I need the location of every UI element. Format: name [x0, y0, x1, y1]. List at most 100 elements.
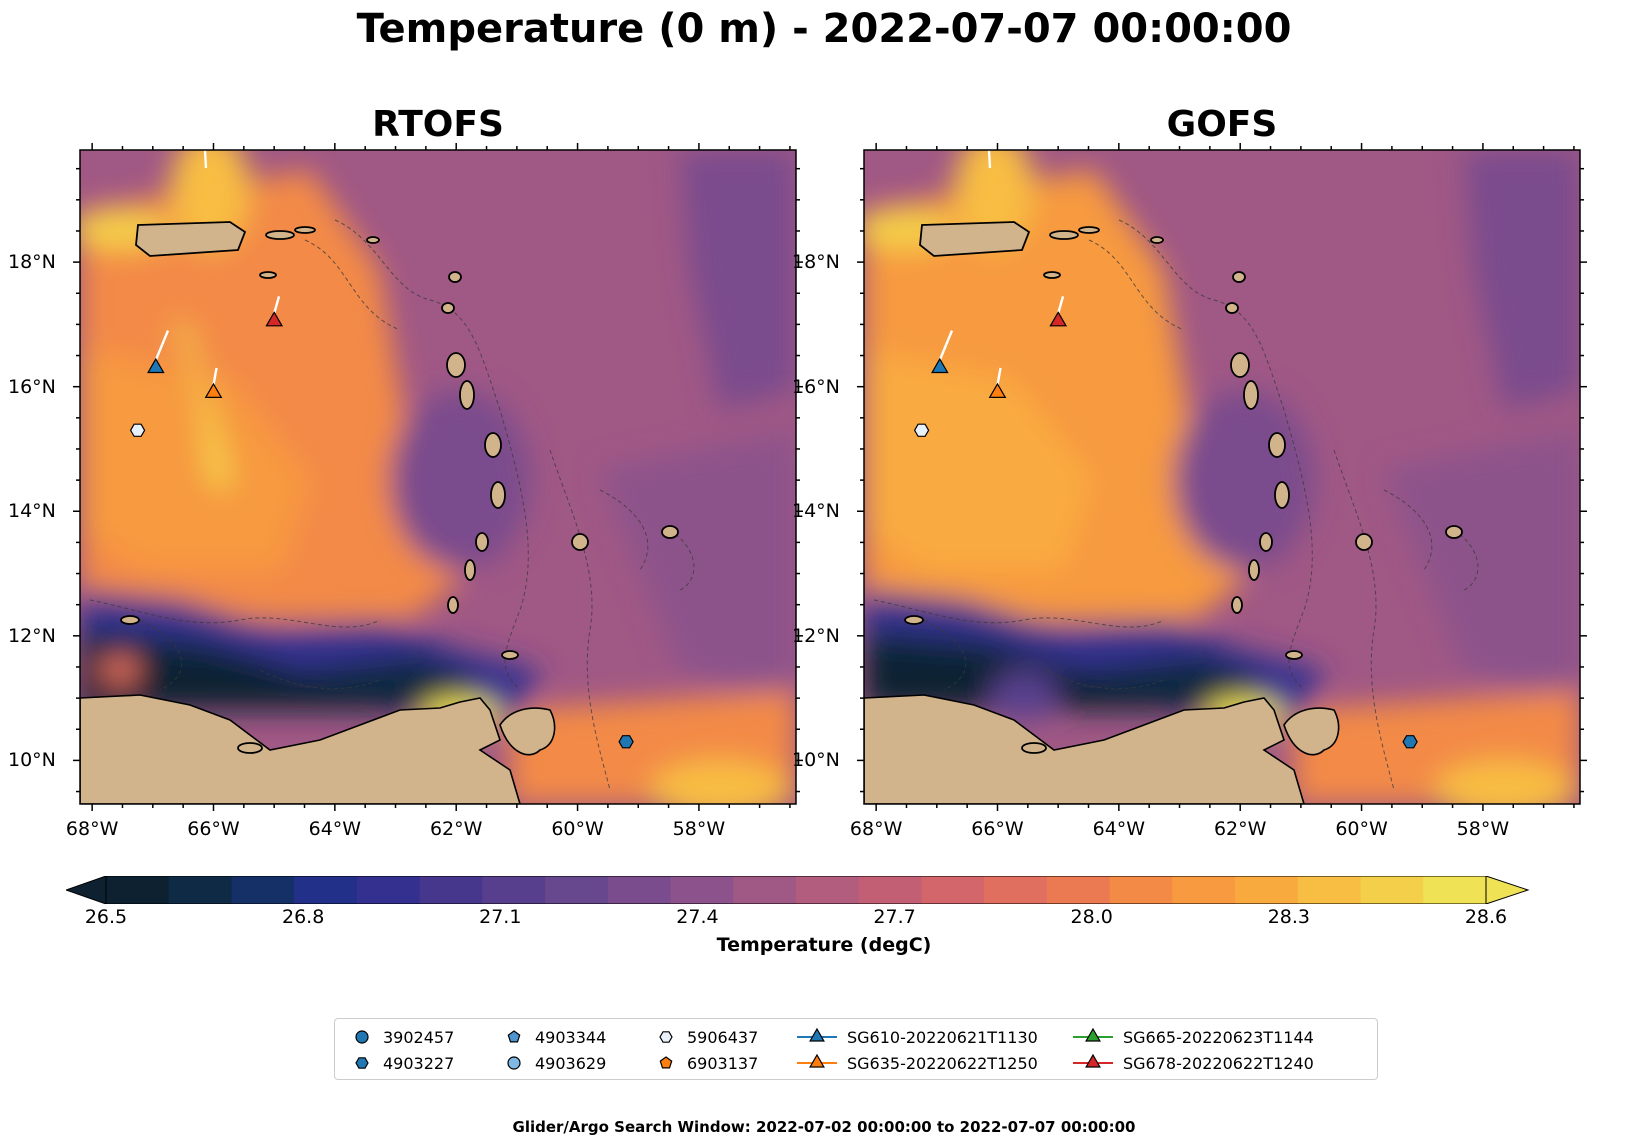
island	[1049, 230, 1079, 240]
colorbar-tick-label: 27.7	[873, 906, 916, 928]
glider-marker	[265, 311, 284, 327]
bathymetry-contour	[89, 599, 381, 628]
bathymetry-contour	[1118, 219, 1313, 691]
colorbar-bin	[482, 876, 546, 904]
island	[1232, 271, 1246, 283]
colorbar-bin	[796, 876, 860, 904]
colorbar-bin	[670, 876, 734, 904]
colorbar-tick-label: 27.1	[479, 906, 522, 928]
latitude-tick-label: 10°N	[8, 749, 56, 772]
map-panel-gofs: 68°W 66°W 64°W 62°W 60°W 58°W 10°N 12°N 14°N 16°N…	[792, 143, 1587, 840]
puerto-rico-island	[135, 221, 247, 257]
legend-label: 6903137	[687, 1053, 759, 1073]
south-america-land	[80, 694, 521, 804]
island	[366, 236, 380, 244]
bathymetry-contour	[923, 619, 967, 691]
colorbar-bin	[607, 876, 672, 904]
legend-item: SG635-20220622T1250	[795, 1051, 1038, 1075]
colorbar-frame	[105, 876, 1487, 904]
colorbar-bin	[168, 876, 232, 904]
latitude-tick-label: 16°N	[792, 375, 840, 398]
island	[448, 271, 462, 283]
colorbar-bin	[984, 876, 1048, 904]
temperature-colorbar	[66, 876, 1530, 904]
longitude-tick-label: 64°W	[308, 818, 362, 840]
colorbar-bin	[1046, 876, 1111, 904]
glider-marker	[931, 357, 949, 374]
colorbar-extend-low	[66, 876, 107, 904]
island	[661, 525, 679, 539]
legend-marker	[1085, 1027, 1101, 1042]
argo-float-marker	[1402, 735, 1418, 749]
trinidad-island	[1283, 707, 1340, 756]
longitude-tick-label: 66°W	[187, 818, 240, 840]
latitude-tick-label: 12°N	[792, 624, 840, 647]
legend-marker	[809, 1027, 825, 1042]
legend: 3902457 4903227 4903344 4903629 5906437 69031…	[334, 1018, 1378, 1080]
panel-title-rtofs: RTOFS	[372, 104, 504, 145]
island	[1021, 742, 1047, 754]
island	[120, 615, 140, 625]
colorbar-bin	[231, 876, 295, 904]
longitude-tick-label: 60°W	[1335, 818, 1388, 840]
legend-label: 4903344	[535, 1027, 607, 1047]
colorbar-label: Temperature (degC)	[716, 934, 932, 956]
bathymetry-contour	[334, 219, 529, 691]
bathymetry-contour	[599, 489, 649, 571]
island	[1230, 352, 1250, 378]
island	[265, 230, 295, 240]
glider-marker	[1049, 311, 1068, 327]
colorbar-bin	[921, 876, 985, 904]
legend-item: SG678-20220622T1240	[1071, 1051, 1314, 1075]
legend-label: SG635-20220622T1250	[847, 1053, 1038, 1073]
map-panel-rtofs: 68°W 66°W 64°W 62°W 60°W 58°W 10°N 12°N 14°N 16°N…	[8, 143, 803, 840]
glider-track	[203, 150, 208, 169]
map-frame	[863, 149, 1581, 805]
colorbar-bin	[1297, 876, 1362, 904]
colorbar-tick-label: 26.5	[84, 906, 128, 928]
colorbar-bin	[106, 876, 170, 904]
island	[447, 596, 459, 614]
island	[501, 650, 519, 660]
puerto-rico-island	[919, 221, 1031, 257]
latitude-tick-label: 18°N	[792, 251, 840, 274]
island	[490, 481, 506, 509]
legend-item: SG665-20220623T1144	[1071, 1025, 1314, 1049]
bathymetry-contour	[1088, 239, 1185, 331]
longitude-tick-label: 62°W	[1213, 818, 1267, 840]
island	[475, 532, 489, 552]
island	[1248, 559, 1260, 581]
longitude-tick-label: 58°W	[1456, 818, 1510, 840]
island	[571, 533, 589, 551]
bathymetry-contour	[669, 529, 695, 591]
south-america-land	[864, 694, 1305, 804]
legend-item: 6903137	[653, 1051, 758, 1075]
legend-item: 3902457	[349, 1025, 454, 1049]
longitude-tick-label: 68°W	[849, 818, 903, 840]
glider-track	[1057, 296, 1065, 314]
colorbar-bin	[356, 876, 421, 904]
bathymetry-contour	[304, 239, 401, 331]
figure-title: Temperature (0 m) - 2022-07-07 00:00:00	[356, 6, 1292, 52]
legend-label: SG678-20220622T1240	[1123, 1053, 1314, 1073]
island	[294, 226, 316, 234]
legend-label: 3902457	[383, 1027, 455, 1047]
island	[904, 615, 924, 625]
island	[1445, 525, 1463, 539]
colorbar-bin	[1109, 876, 1173, 904]
legend-marker	[809, 1053, 825, 1068]
bathymetry-contour	[1383, 489, 1433, 571]
glider-track	[938, 330, 954, 361]
latitude-tick-label: 10°N	[792, 749, 840, 772]
island	[464, 559, 476, 581]
longitude-tick-label: 66°W	[971, 818, 1024, 840]
argo-float-marker	[129, 423, 146, 437]
island	[1243, 380, 1259, 410]
island	[1225, 302, 1239, 314]
legend-item: SG610-20220621T1130	[795, 1025, 1038, 1049]
colorbar-bin	[1360, 876, 1424, 904]
longitude-tick-label: 58°W	[672, 818, 726, 840]
colorbar-bin	[545, 876, 609, 904]
island	[1150, 236, 1164, 244]
glider-track	[273, 296, 281, 314]
